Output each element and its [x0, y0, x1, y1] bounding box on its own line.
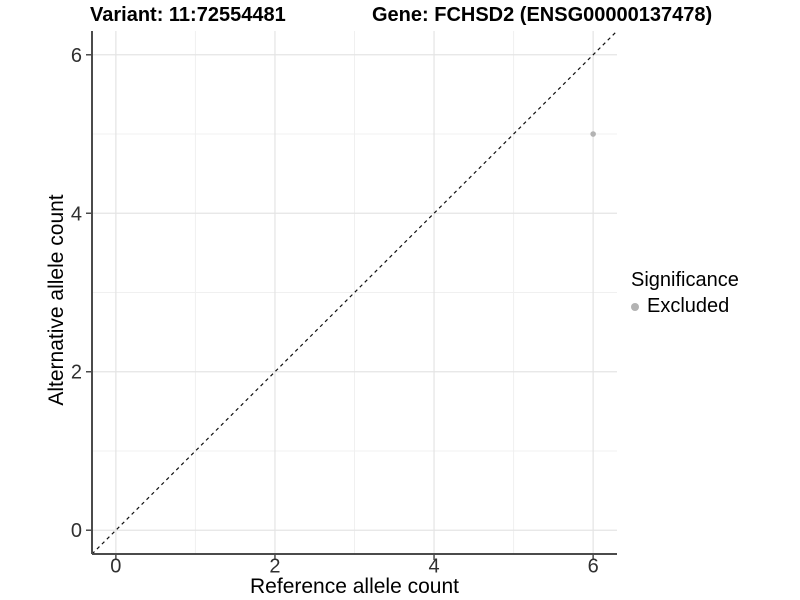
grid-minor	[92, 31, 617, 554]
y-tick-labels: 0 2 4 6	[71, 45, 82, 542]
gene-title: Gene: FCHSD2 (ENSG00000137478)	[372, 4, 713, 26]
x-tick-label: 2	[269, 556, 280, 578]
identity-line	[91, 30, 618, 555]
y-tick-label: 6	[71, 45, 82, 67]
legend: Significance Excluded	[631, 269, 739, 318]
y-tick-label: 2	[71, 362, 82, 384]
x-axis-title: Reference allele count	[250, 575, 459, 598]
legend-item-excluded: Excluded	[631, 295, 739, 318]
x-tick-label: 4	[428, 556, 439, 578]
y-tick-label: 0	[71, 520, 82, 542]
legend-item-label: Excluded	[647, 295, 730, 317]
data-point	[590, 131, 596, 137]
variant-title: Variant: 11:72554481	[90, 4, 286, 26]
data-points	[590, 131, 596, 137]
axis-ticks	[86, 54, 594, 560]
x-tick-labels: 0 2 4 6	[110, 556, 598, 578]
legend-key-dot	[631, 302, 639, 311]
x-tick-label: 0	[110, 556, 121, 578]
legend-title: Significance	[631, 269, 739, 291]
y-tick-label: 4	[71, 203, 82, 225]
x-tick-label: 6	[588, 556, 599, 578]
axis-lines	[91, 31, 617, 555]
grid-major	[92, 31, 617, 554]
y-axis-title: Alternative allele count	[45, 194, 68, 406]
